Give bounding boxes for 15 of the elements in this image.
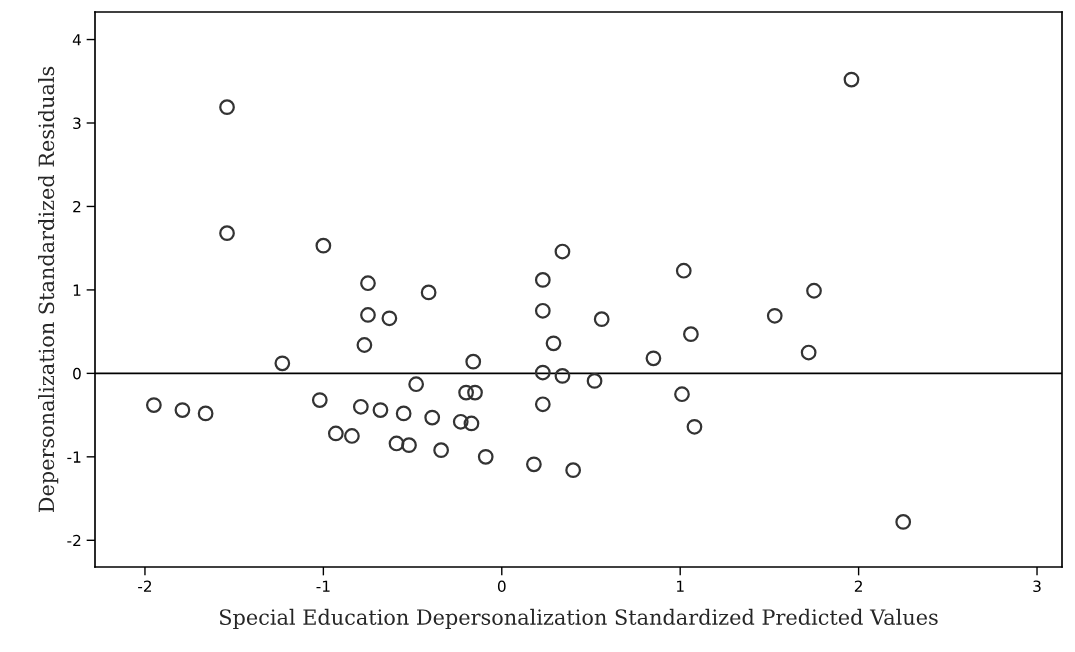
y-tick-label: 1: [73, 284, 81, 296]
x-axis-title: Special Education Depersonalization Standardized Predicted Values: [220, 608, 938, 630]
x-tick-label: 1: [677, 580, 684, 592]
x-tick-label: 2: [854, 580, 862, 592]
y-tick-label: -1: [67, 451, 81, 463]
x-tick-label: -1: [316, 580, 330, 592]
y-tick-label: -2: [67, 534, 81, 547]
x-tick-label: 3: [1033, 580, 1041, 593]
y-tick-label: 0: [73, 367, 81, 380]
x-tick-label: -2: [138, 580, 152, 592]
x-tick-label: 0: [497, 580, 506, 593]
y-axis-title: Depersonalization Standardized Residuals: [38, 66, 59, 513]
y-tick-label: 3: [73, 117, 81, 130]
y-tick-label: 2: [73, 200, 81, 213]
y-tick-label: 4: [72, 34, 81, 46]
